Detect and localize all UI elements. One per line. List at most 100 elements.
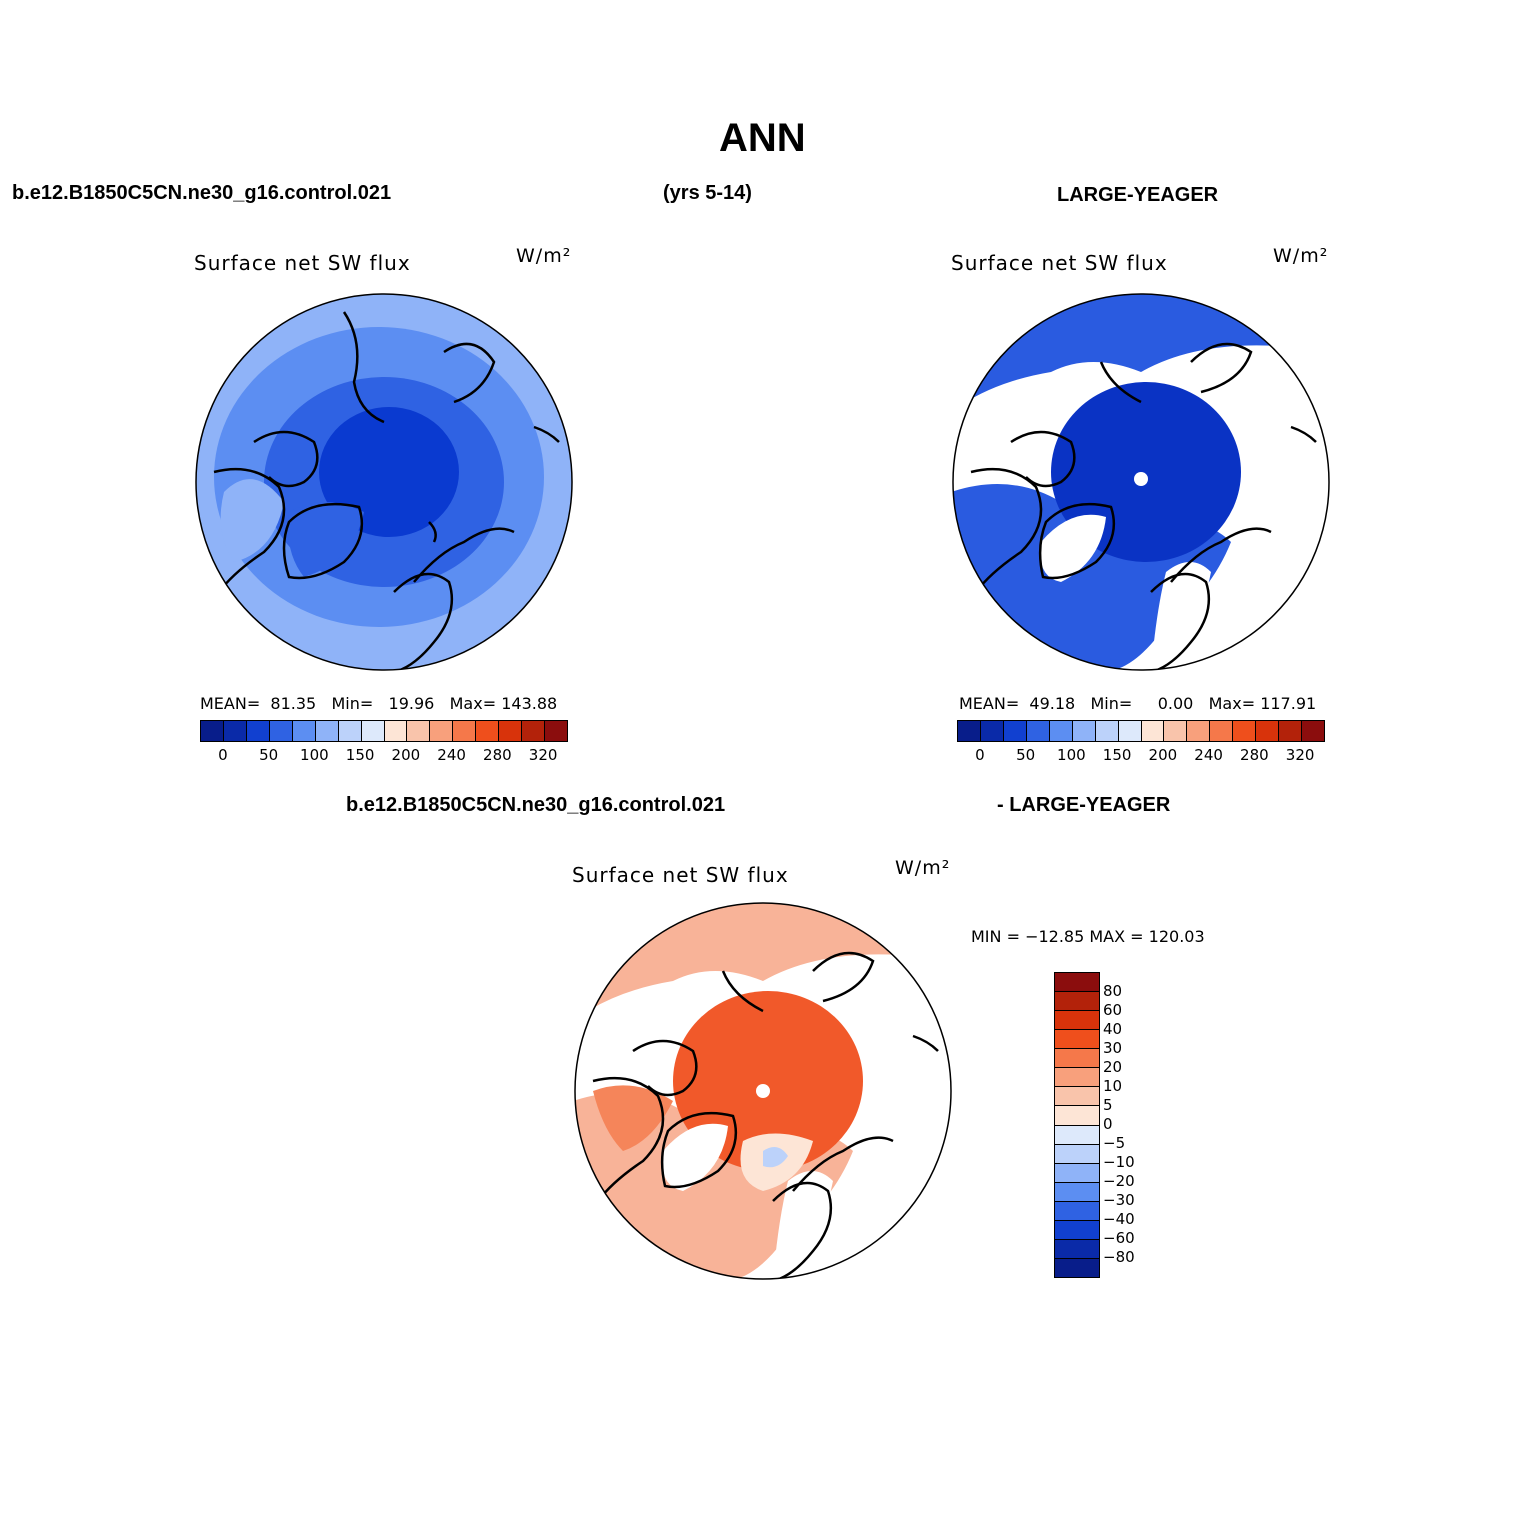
colorbar-swatch [1233,721,1257,741]
colorbar-swatch [1072,721,1096,741]
diff-colorbar-tick-label: −5 [1103,1134,1126,1152]
diff-colorbar-tick-label: −20 [1103,1172,1135,1190]
colorbar-tick-label: 320 [528,746,558,764]
panel2-min-value: 0.00 [1157,694,1194,713]
panel1-min-label: Min= [331,694,374,713]
diff-colorbar-swatch [1055,1239,1099,1259]
diff-left-header: b.e12.B1850C5CN.ne30_g16.control.021 [346,794,726,816]
diff-colorbar-tick-label: 20 [1103,1058,1123,1076]
panel3-pole-hole [756,1084,770,1098]
colorbar-tick-label: 200 [1148,746,1178,764]
panel2-polar-map [952,293,1330,671]
diff-colorbar-swatch [1055,1258,1099,1277]
diff-colorbar-tick-label: 0 [1103,1115,1113,1133]
panel3-field-outer [575,903,951,1021]
colorbar-swatch [476,721,500,741]
diff-right-header: - LARGE-YEAGER [997,794,1171,816]
panel1-min-value: 19.96 [388,694,435,713]
colorbar-tick-label: 320 [1285,746,1315,764]
colorbar-swatch [384,721,408,741]
panel2-max-label: Max= [1208,694,1256,713]
diff-colorbar-swatch [1055,1087,1099,1107]
colorbar-swatch [1187,721,1211,741]
colorbar-tick-label: 280 [1240,746,1269,764]
panel3-units: W/m² [895,857,951,879]
obs-name-header: LARGE-YEAGER [1057,184,1219,206]
years-header: (yrs 5-14) [663,182,752,204]
diff-colorbar-tick-label: 5 [1103,1096,1113,1114]
case-name-header: b.e12.B1850C5CN.ne30_g16.control.021 [12,182,392,204]
panel1-colorbar [200,720,568,742]
diff-colorbar [1054,972,1100,1278]
colorbar-swatch [1279,721,1303,741]
panel1-mean-label: MEAN= [200,694,261,713]
diff-colorbar-tick-label: −80 [1103,1248,1135,1266]
panel3-title: Surface net SW flux [572,863,789,887]
colorbar-tick-label: 150 [345,746,375,764]
panel1-polar-map [195,293,573,671]
colorbar-swatch [499,721,523,741]
colorbar-swatch [1141,721,1165,741]
colorbar-swatch [361,721,385,741]
colorbar-tick-label: 100 [1057,746,1086,764]
diff-colorbar-swatch [1055,1068,1099,1088]
colorbar-tick-label: 0 [218,746,228,764]
diff-colorbar-tick-label: 60 [1103,1001,1123,1019]
colorbar-tick-label: 200 [391,746,421,764]
colorbar-swatch [1118,721,1142,741]
diff-colorbar-swatch [1055,973,1099,993]
panel2-mean-value: 49.18 [1029,694,1076,713]
panel2-mean-label: MEAN= [959,694,1020,713]
panel2-colorbar [957,720,1325,742]
panel2-title: Surface net SW flux [951,251,1168,275]
panel1-max-label: Max= [449,694,497,713]
colorbar-swatch [407,721,431,741]
colorbar-swatch [315,721,339,741]
colorbar-swatch [201,721,224,741]
diff-colorbar-swatch [1055,1030,1099,1050]
figure-title: ANN [719,116,806,160]
diff-colorbar-swatch [1055,1125,1099,1145]
diff-colorbar-swatch [1055,1220,1099,1240]
colorbar-swatch [1003,721,1027,741]
colorbar-tick-label: 0 [975,746,985,764]
panel1-stats: MEAN= 81.35 Min= 19.96 Max= 143.88 [200,694,557,713]
colorbar-swatch [1210,721,1234,741]
colorbar-swatch [958,721,981,741]
panel2-pole-hole [1134,472,1148,486]
colorbar-swatch [1049,721,1073,741]
colorbar-swatch [430,721,454,741]
colorbar-swatch [292,721,316,741]
colorbar-swatch [338,721,362,741]
panel3-stats: MIN = −12.85 MAX = 120.03 [971,927,1205,946]
panel2-stats: MEAN= 49.18 Min= 0.00 Max= 117.91 [959,694,1316,713]
colorbar-tick-label: 100 [300,746,329,764]
colorbar-swatch [246,721,270,741]
colorbar-tick-label: 50 [259,746,279,764]
colorbar-swatch [453,721,477,741]
diff-colorbar-tick-label: 30 [1103,1039,1123,1057]
colorbar-swatch [1256,721,1280,741]
diff-colorbar-swatch [1055,1106,1099,1126]
diff-colorbar-swatch [1055,1182,1099,1202]
diff-colorbar-tick-label: −40 [1103,1210,1135,1228]
panel2-min-label: Min= [1090,694,1133,713]
colorbar-tick-label: 240 [1194,746,1223,764]
panel2-max-value: 117.91 [1260,694,1317,713]
colorbar-swatch [1302,721,1324,741]
panel2-units: W/m² [1273,245,1329,267]
colorbar-swatch [522,721,546,741]
panel1-mean-value: 81.35 [270,694,317,713]
diff-colorbar-swatch [1055,1049,1099,1069]
diff-colorbar-tick-label: 80 [1103,982,1123,1000]
panel1-max-value: 143.88 [501,694,558,713]
diff-colorbar-tick-label: −10 [1103,1153,1135,1171]
colorbar-swatch [1026,721,1050,741]
diff-colorbar-tick-label: −60 [1103,1229,1135,1247]
colorbar-swatch [269,721,293,741]
panel3-polar-map [574,902,952,1280]
diff-colorbar-tick-label: 40 [1103,1020,1123,1038]
colorbar-tick-label: 240 [437,746,466,764]
colorbar-swatch [980,721,1004,741]
colorbar-swatch [223,721,247,741]
